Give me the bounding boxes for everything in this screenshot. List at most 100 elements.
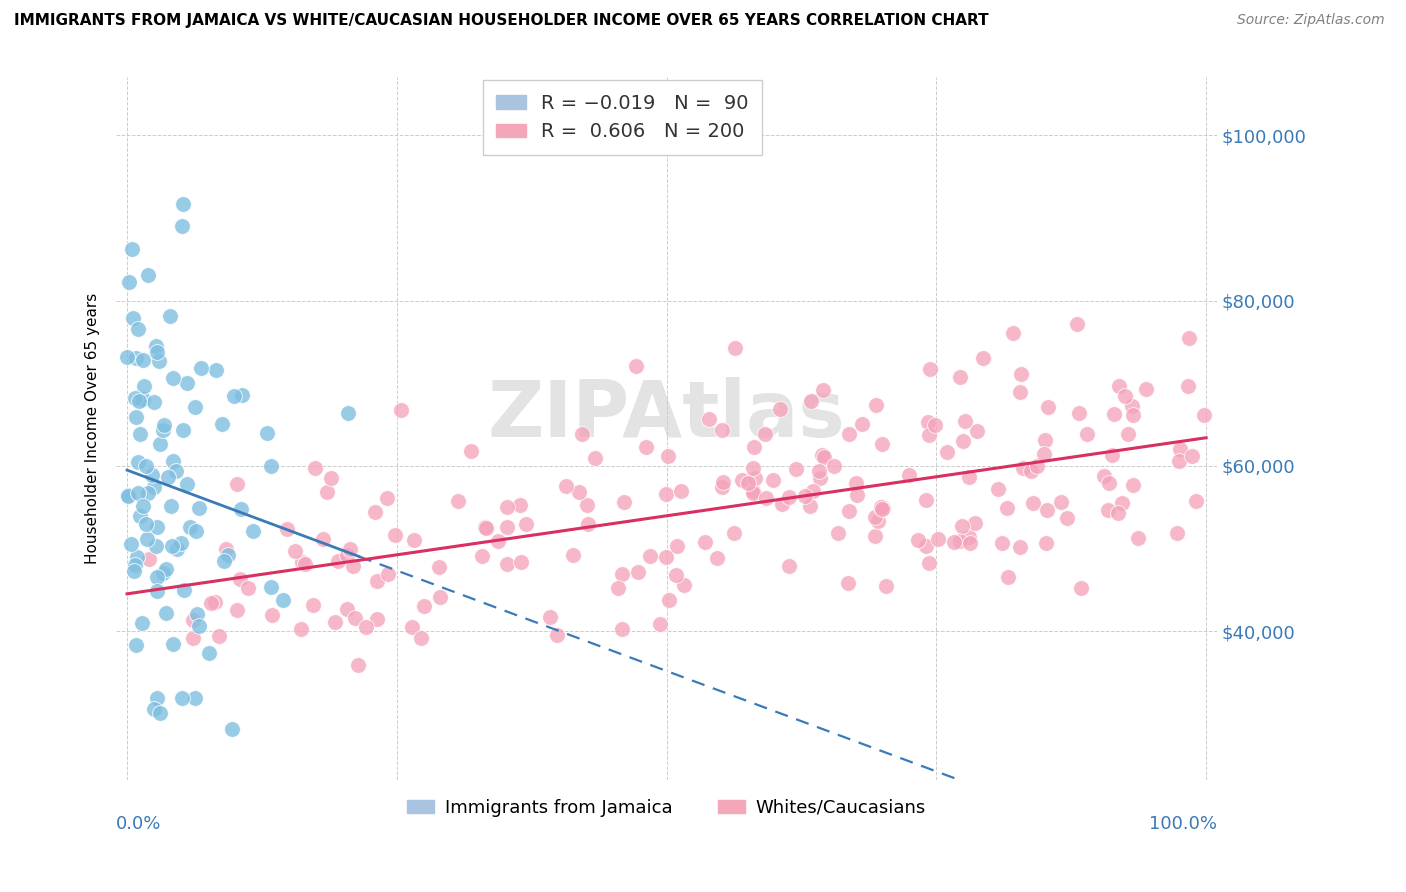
Point — [914, 493, 936, 508]
Point — [723, 526, 745, 541]
Y-axis label: Householder Income Over 65 years: Householder Income Over 65 years — [86, 293, 100, 565]
Point — [165, 464, 187, 478]
Point — [215, 541, 238, 556]
Point — [626, 359, 648, 373]
Point — [917, 415, 939, 429]
Point — [538, 610, 561, 624]
Point — [957, 529, 980, 543]
Point — [354, 619, 377, 633]
Point — [474, 520, 496, 534]
Point — [870, 501, 893, 516]
Point — [284, 543, 307, 558]
Point — [325, 615, 347, 629]
Point — [124, 391, 146, 405]
Point — [1076, 427, 1098, 442]
Point — [172, 423, 194, 437]
Point — [186, 524, 208, 538]
Point — [152, 423, 174, 437]
Point — [291, 555, 314, 569]
Point — [845, 488, 868, 502]
Point — [136, 268, 159, 282]
Point — [187, 501, 209, 516]
Point — [172, 196, 194, 211]
Point — [865, 398, 887, 412]
Point — [583, 450, 606, 465]
Point — [1067, 406, 1090, 420]
Point — [770, 497, 793, 511]
Point — [730, 473, 752, 487]
Point — [132, 392, 155, 407]
Text: 100.0%: 100.0% — [1149, 815, 1218, 833]
Point — [515, 516, 537, 531]
Point — [155, 562, 177, 576]
Point — [697, 412, 720, 426]
Point — [204, 595, 226, 609]
Point — [1168, 442, 1191, 456]
Point — [1010, 368, 1032, 382]
Point — [1033, 434, 1056, 448]
Point — [654, 549, 676, 564]
Point — [627, 565, 650, 579]
Point — [959, 536, 981, 550]
Point — [510, 555, 533, 569]
Point — [546, 628, 568, 642]
Point — [143, 395, 166, 409]
Point — [429, 590, 451, 604]
Point — [1185, 494, 1208, 508]
Point — [117, 489, 139, 503]
Point — [785, 462, 807, 476]
Point — [229, 572, 252, 586]
Point — [744, 471, 766, 485]
Point — [117, 350, 139, 364]
Point — [411, 631, 433, 645]
Point — [186, 607, 208, 621]
Point — [987, 482, 1010, 496]
Point — [129, 509, 152, 524]
Point — [610, 622, 633, 636]
Point — [316, 484, 339, 499]
Point — [1010, 385, 1032, 400]
Point — [1001, 326, 1024, 341]
Point — [169, 781, 191, 796]
Point — [152, 566, 174, 580]
Point — [176, 477, 198, 491]
Point — [159, 309, 181, 323]
Point — [155, 606, 177, 620]
Point — [389, 403, 412, 417]
Point — [1116, 427, 1139, 442]
Point — [401, 620, 423, 634]
Point — [650, 616, 672, 631]
Point — [810, 448, 832, 462]
Point — [273, 592, 295, 607]
Point — [294, 558, 316, 572]
Point — [963, 516, 986, 531]
Point — [149, 706, 172, 720]
Point — [184, 400, 207, 414]
Point — [665, 539, 688, 553]
Point — [754, 427, 776, 442]
Point — [1036, 503, 1059, 517]
Point — [132, 499, 155, 513]
Point — [128, 393, 150, 408]
Point — [366, 574, 388, 588]
Point — [562, 548, 585, 562]
Point — [162, 637, 184, 651]
Point — [1128, 531, 1150, 545]
Point — [669, 484, 692, 499]
Point — [402, 533, 425, 547]
Point — [179, 520, 201, 534]
Point — [555, 479, 578, 493]
Point — [737, 475, 759, 490]
Point — [1026, 458, 1049, 473]
Point — [897, 467, 920, 482]
Point — [124, 638, 146, 652]
Point — [1008, 540, 1031, 554]
Point — [949, 370, 972, 384]
Point — [145, 339, 167, 353]
Point — [496, 558, 519, 572]
Point — [276, 522, 298, 536]
Point — [135, 533, 157, 547]
Point — [779, 490, 801, 504]
Point — [190, 360, 212, 375]
Point — [917, 556, 939, 570]
